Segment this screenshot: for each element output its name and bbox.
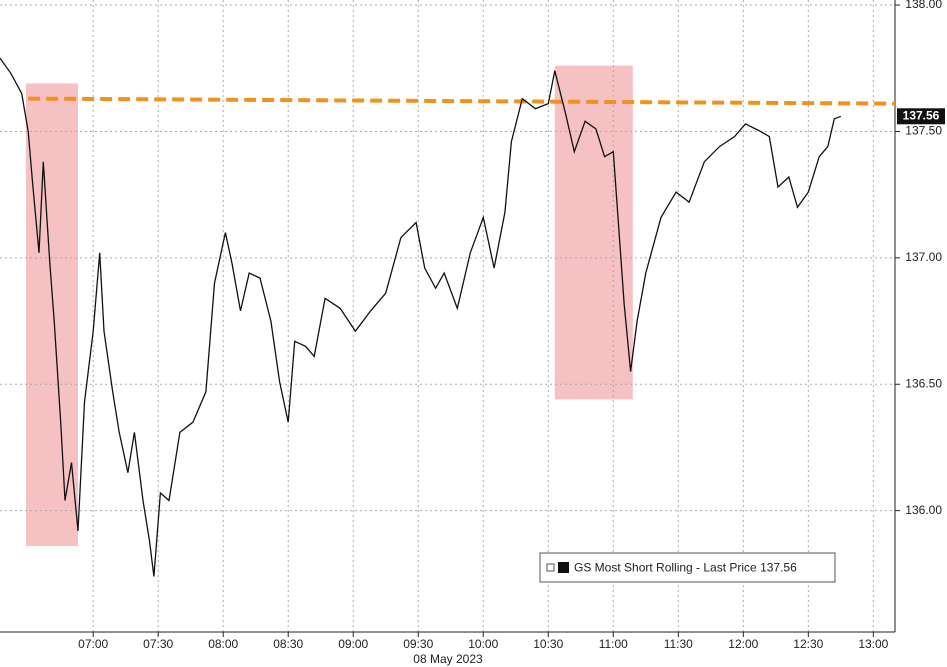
price-line — [0, 57, 842, 577]
y-tick-label: 136.50 — [905, 376, 942, 390]
last-price-label: 137.56 — [903, 108, 940, 122]
legend-swatch — [558, 562, 569, 573]
x-tick-label: 09:00 — [338, 637, 368, 651]
x-tick-label: 07:30 — [143, 637, 173, 651]
x-tick-label: 10:30 — [533, 637, 563, 651]
y-tick-label: 136.00 — [905, 503, 942, 517]
y-tick-label: 137.50 — [905, 124, 942, 138]
x-tick-label: 08:30 — [273, 637, 303, 651]
x-tick-label: 11:30 — [664, 637, 693, 651]
x-tick-label: 11:00 — [599, 637, 628, 651]
reference-line — [28, 96, 896, 106]
y-tick-label: 138.00 — [905, 0, 942, 11]
legend-box — [539, 552, 836, 583]
x-tick-label: 13:00 — [858, 637, 888, 651]
highlight-region — [26, 83, 79, 547]
x-tick-label: 12:00 — [728, 637, 758, 651]
x-tick-label: 07:00 — [78, 637, 108, 651]
legend-label: GS Most Short Rolling - Last Price 137.5… — [574, 561, 797, 575]
x-axis-label: 08 May 2023 — [413, 652, 483, 666]
x-tick-label: 09:30 — [403, 637, 433, 651]
x-tick-label: 08:00 — [208, 637, 238, 651]
x-tick-label: 10:00 — [468, 637, 498, 651]
legend-icon-outline — [546, 563, 555, 572]
x-tick-label: 12:30 — [793, 637, 823, 651]
y-tick-label: 137.00 — [905, 250, 942, 264]
last-price-badge — [897, 108, 945, 125]
